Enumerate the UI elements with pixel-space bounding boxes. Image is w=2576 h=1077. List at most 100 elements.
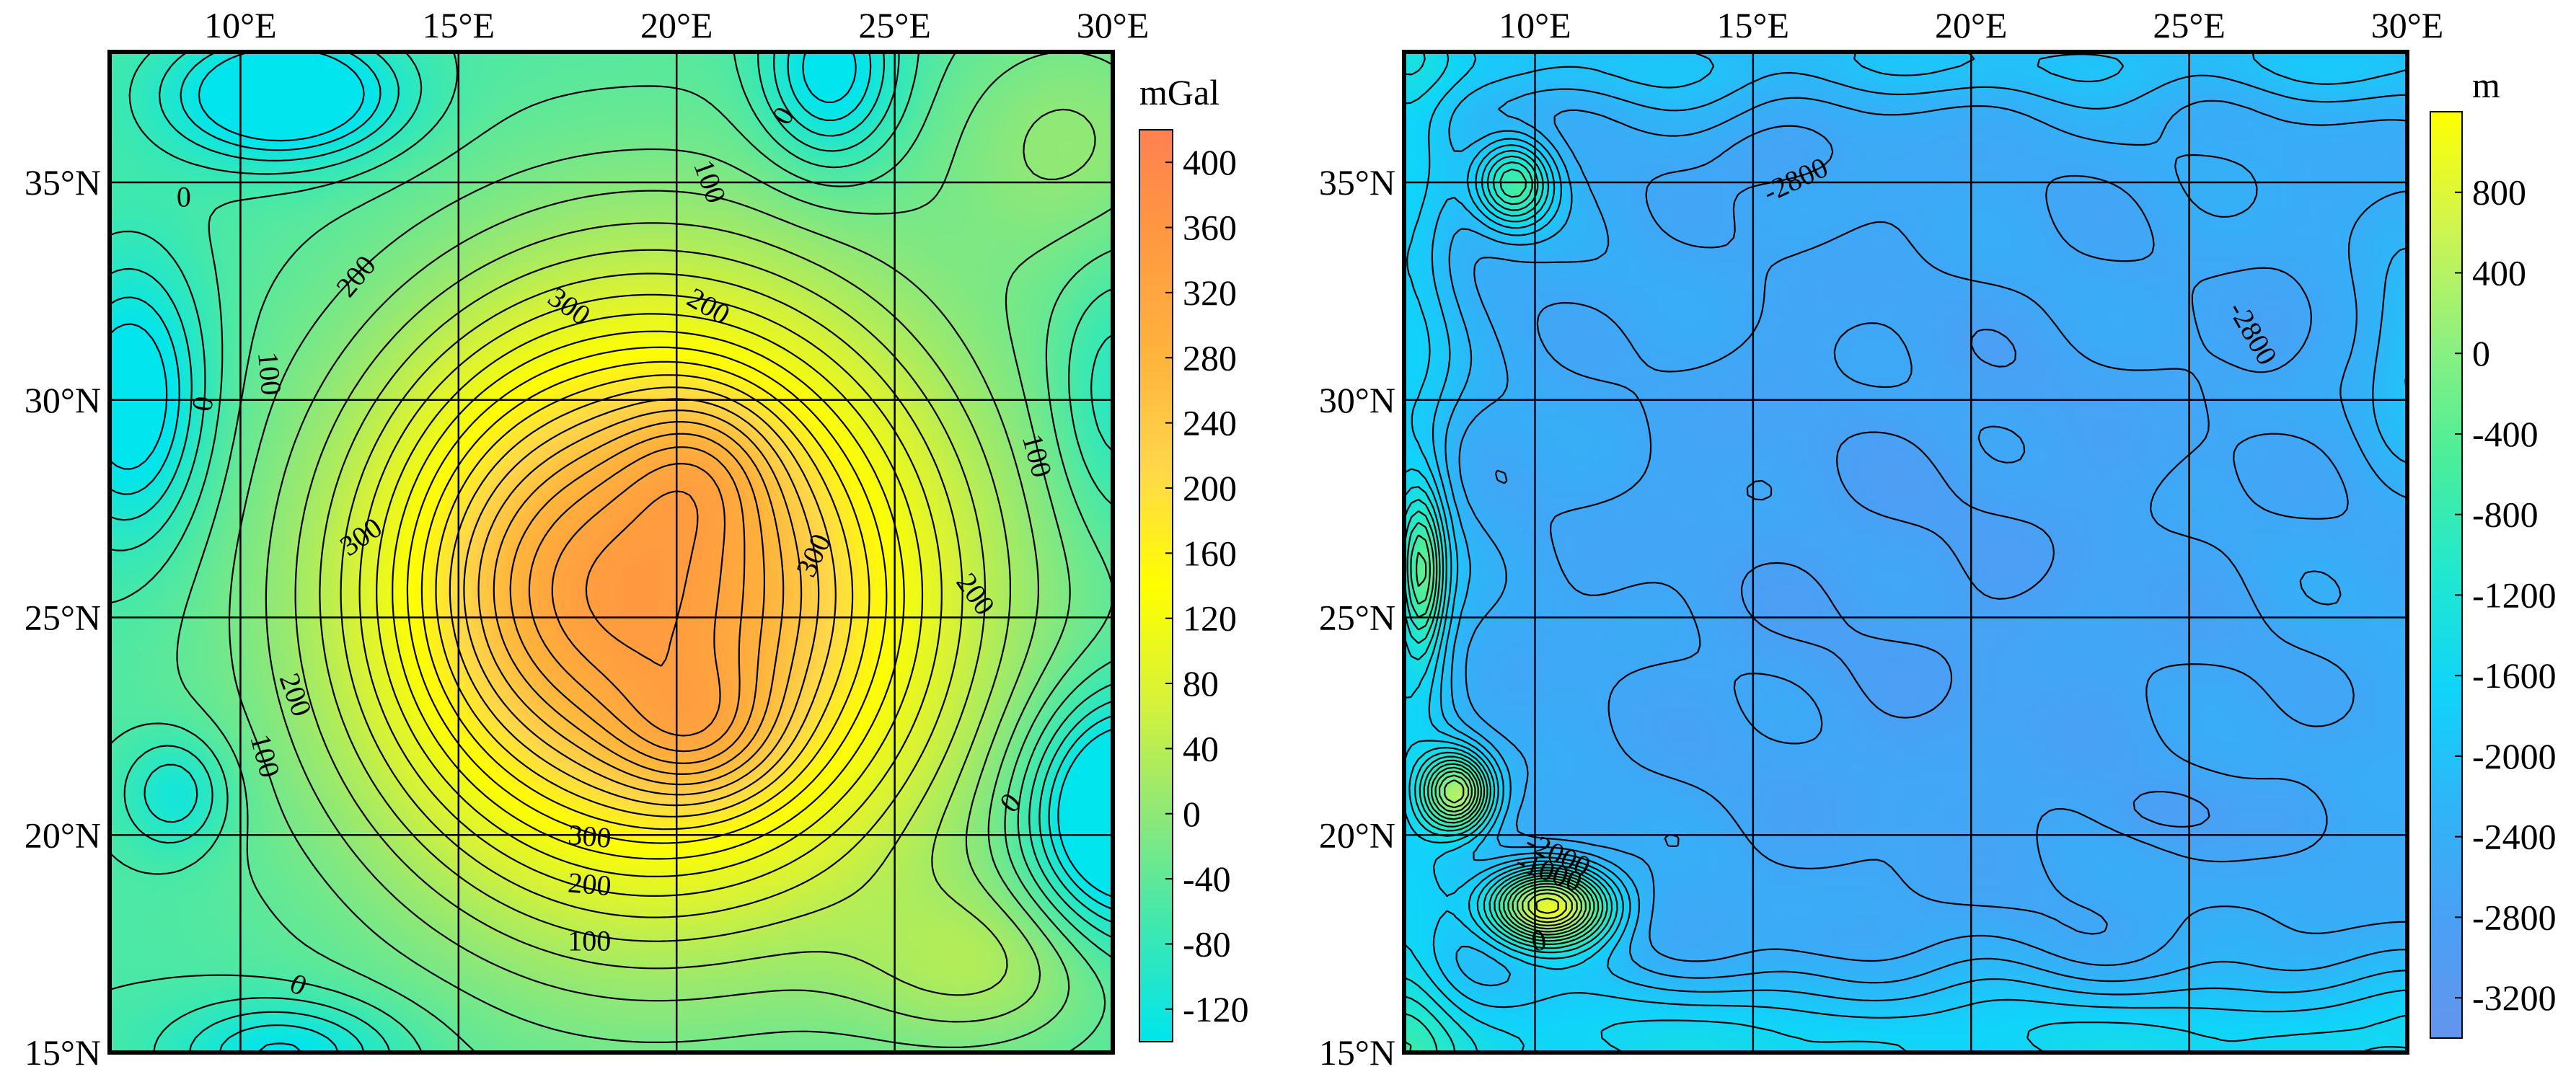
colorbar-tick-label: -3200 (2472, 978, 2557, 1018)
contour-line (1444, 779, 1578, 927)
x-tick-label: 30°E (2371, 5, 2444, 45)
contour-line (1404, 155, 1608, 1052)
colorbar-tick-label: 0 (1183, 794, 1201, 834)
contour-line (265, 108, 1096, 1023)
colorbar-tick-label: 400 (2472, 252, 2526, 293)
contour-line (110, 52, 1113, 1052)
contour-line (420, 360, 870, 830)
colorbar-tick-label: -80 (1183, 923, 1231, 964)
contour-line (1416, 551, 1591, 936)
contour-line (1527, 892, 1567, 920)
y-tick-label: 30°N (1319, 380, 1395, 420)
contour-line (176, 52, 1113, 1052)
elevation-colorbar-ramp (2430, 111, 2463, 1039)
gravity-y-axis-ticks: 35°N 30°N 25°N 20°N 15°N (25, 162, 101, 1073)
colorbar-tick-label: 80 (1183, 663, 1219, 704)
colorbar-tick-label: 400 (1183, 142, 1237, 182)
contour-line (1406, 52, 2407, 1019)
contour-line (1740, 328, 2210, 828)
gravity-field-fill (110, 52, 1113, 1052)
field-raster (110, 52, 1113, 1052)
field-raster (1404, 52, 2407, 1052)
colorbar-tick-label: 800 (2472, 172, 2526, 213)
y-tick-label: 20°N (1319, 815, 1395, 855)
contour-line (340, 272, 963, 918)
contour-line (1522, 889, 1573, 923)
elevation-colorbar-unit: m (2472, 65, 2500, 105)
elevation-colorbar: m 800 400 0 -400 -800 -1200 -1600 -2000 -2400 -28… (2430, 65, 2557, 1039)
colorbar-tick-label: 40 (1183, 728, 1219, 768)
colorbar-tick-label: -1600 (2472, 655, 2557, 696)
contour-line (528, 446, 746, 753)
y-tick-label: 20°N (25, 815, 101, 855)
x-tick-label: 15°E (423, 5, 495, 45)
contour-line (294, 222, 1011, 996)
colorbar-tick-label: 320 (1183, 272, 1237, 313)
contour-line (509, 433, 765, 764)
contour-line (435, 374, 854, 817)
elevation-colorbar-ticks: 800 400 0 -400 -800 -1200 -1600 -2000 -2400 -2800… (2455, 172, 2557, 1018)
colorbar-tick-label: -2800 (2472, 897, 2557, 937)
contour-line (1410, 534, 1595, 939)
colorbar-tick-label: 160 (1183, 533, 1237, 573)
contour-line (110, 52, 1113, 1052)
y-tick-label: 25°N (1319, 598, 1395, 638)
contour-line (110, 52, 1113, 1052)
elevation-map-frame (1402, 50, 2409, 1055)
colorbar-tick-label: 120 (1183, 598, 1237, 639)
contour-line (110, 52, 1113, 1052)
y-tick-label: 15°N (1319, 1032, 1395, 1073)
colorbar-tick-label: 280 (1183, 337, 1237, 378)
contour-label: 0 (177, 180, 191, 213)
colorbar-tick-label: -2400 (2472, 817, 2557, 857)
contour-line (551, 463, 726, 737)
contour-line (358, 293, 943, 897)
y-tick-label: 15°N (25, 1032, 101, 1073)
colorbar-tick-label: -800 (2472, 495, 2538, 535)
contour-label: 100 (568, 924, 611, 957)
contour-line (463, 398, 820, 796)
contour-line (1444, 71, 2407, 984)
elevation-x-axis-ticks: 10°E 15°E 20°E 25°E 30°E (1499, 5, 2443, 45)
contour-label: 200 (567, 866, 613, 902)
colorbar-tick-label: 240 (1183, 403, 1237, 443)
gravity-graticule (110, 52, 1113, 1052)
x-tick-label: 10°E (1499, 5, 1571, 45)
colorbar-tick-label: -120 (1183, 989, 1249, 1029)
contour-line (585, 490, 699, 667)
contour-line (1438, 774, 1582, 930)
x-tick-label: 20°E (640, 5, 713, 45)
contour-line (110, 52, 1113, 1052)
contour-line (477, 409, 803, 786)
y-tick-label: 35°N (1319, 162, 1395, 203)
gravity-map-frame (107, 50, 1115, 1055)
contour-line (1434, 770, 1587, 933)
contour-label: 300 (567, 818, 613, 854)
colorbar-tick-label: -1200 (2472, 575, 2557, 615)
contour-line (228, 52, 1113, 1048)
y-tick-label: 30°N (25, 380, 101, 420)
contour-line (1458, 97, 2407, 967)
colorbar-tick-label: 0 (2472, 333, 2490, 373)
colorbar-tick-label: -400 (2472, 414, 2538, 454)
x-tick-label: 10°E (204, 5, 277, 45)
elevation-graticule (1404, 52, 2407, 1052)
colorbar-tick-label: 360 (1183, 208, 1237, 248)
gravity-colorbar-ramp (1139, 129, 1173, 1042)
contour-line (406, 346, 888, 844)
gravity-colorbar: mGal 40036032028024020016012080400-40-80… (1139, 72, 1249, 1042)
x-tick-label: 25°E (858, 5, 931, 45)
gravity-x-axis-ticks: 10°E 15°E 20°E 25°E 30°E (204, 5, 1149, 45)
colorbar-tick-label: -2000 (2472, 736, 2557, 776)
y-tick-label: 25°N (25, 598, 101, 638)
y-tick-label: 35°N (25, 162, 101, 203)
contour-line (493, 421, 785, 775)
contour-line (449, 386, 837, 807)
gravity-contour-lines (110, 52, 1113, 1052)
x-tick-label: 20°E (1935, 5, 2008, 45)
